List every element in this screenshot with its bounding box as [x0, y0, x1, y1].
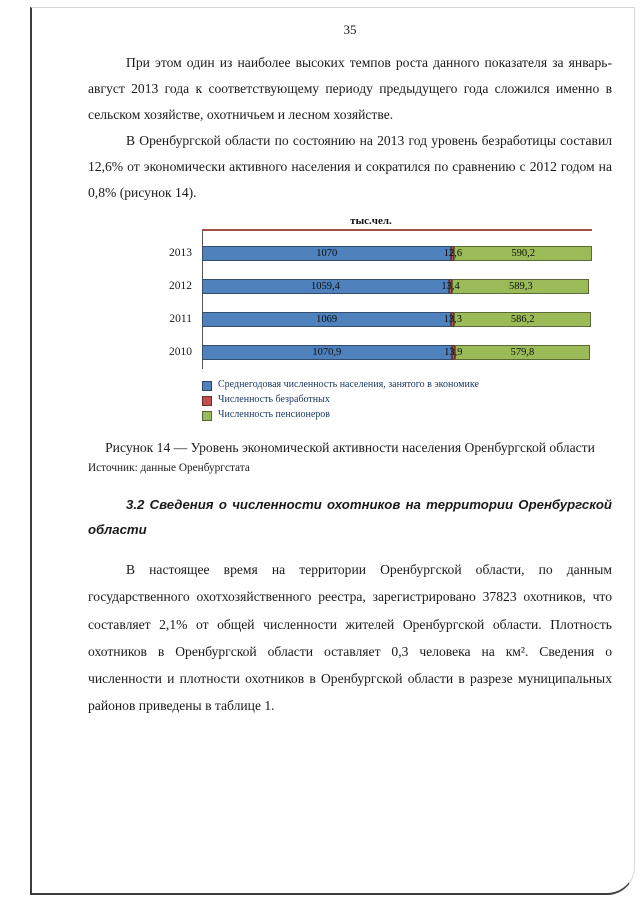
segment-value: 590,2 [511, 247, 535, 259]
legend-item: Среднегодовая численность населения, зан… [202, 379, 592, 391]
segment-value: 589,3 [508, 280, 533, 292]
legend-label: Среднегодовая численность населения, зан… [218, 378, 479, 390]
legend-swatch-employed [202, 380, 212, 391]
segment-value: 13,9 [444, 346, 463, 358]
category-label: 2010 [169, 346, 192, 359]
segment-value: 13,3 [443, 313, 462, 325]
bar-segment-pensioners: 579,8 [454, 344, 591, 360]
bar-segment-employed: 1069 [202, 311, 452, 327]
legend-item: Численность безработных [202, 394, 592, 406]
stacked-bar: 1070 12,6 590,2 [202, 245, 592, 261]
segment-value: 1070,9 [312, 346, 342, 358]
page-number: 35 [343, 22, 357, 37]
bar-segment-pensioners: 589,3 [452, 278, 590, 294]
bar-segment-employed: 1070,9 [202, 344, 452, 360]
figure-caption: Рисунок 14 — Уровень экономической актив… [105, 439, 595, 455]
segment-value: 1070 [316, 247, 338, 259]
paragraph-growth: При этом один из наиболее высоких темпов… [88, 55, 612, 123]
bar-segment-unemployed: 13,9 [444, 344, 462, 360]
bar-segment-pensioners: 590,2 [454, 245, 592, 261]
segment-value: 1059,4 [311, 280, 340, 292]
page-content: 35 При этом один из наиболее высоких тем… [88, 22, 612, 719]
bar-segment-employed: 1059,4 [202, 278, 449, 294]
category-label: 2013 [169, 247, 192, 260]
segment-value: 12,6 [443, 247, 463, 259]
figure-14-chart: тыс.чел. 2013 1070 12,6 590,2 2012 1059,4 13,4… [150, 215, 592, 421]
category-label: 2012 [169, 280, 192, 293]
chart-row: 2011 1069 13,3 586,2 [150, 303, 592, 336]
stacked-bar: 1070,9 13,9 579,8 [202, 344, 592, 360]
legend-item: Численность пенсионеров [202, 409, 592, 421]
segment-value: 13,4 [441, 280, 460, 292]
bar-segment-unemployed: 13,3 [444, 311, 462, 327]
stacked-bar: 1059,4 13,4 589,3 [202, 278, 592, 294]
chart-row: 2013 1070 12,6 590,2 [150, 237, 592, 270]
paragraph-hunters: В настоящее время на территории Оренбург… [88, 562, 612, 714]
stacked-bar: 1069 13,3 586,2 [202, 311, 592, 327]
chart-plot-area: 2013 1070 12,6 590,2 2012 1059,4 13,4 589,3 2011… [150, 230, 592, 369]
source-note: Источник: данные Оренбургстата [88, 461, 250, 474]
chart-row: 2012 1059,4 13,4 589,3 [150, 270, 592, 303]
bar-segment-unemployed: 12,6 [444, 245, 462, 261]
segment-value: 579,8 [510, 346, 535, 358]
paragraph-unemployment: В Оренбургской области по состоянию на 2… [88, 133, 612, 201]
chart-y-axis-line [202, 230, 203, 369]
legend-label: Численность пенсионеров [218, 408, 330, 420]
segment-value: 1069 [316, 313, 338, 325]
chart-title: тыс.чел. [350, 214, 392, 227]
segment-value: 586,2 [510, 313, 535, 325]
bar-segment-pensioners: 586,2 [454, 311, 591, 327]
legend-swatch-pensioners [202, 410, 212, 421]
chart-legend: Среднегодовая численность населения, зан… [202, 379, 592, 421]
legend-swatch-unemployed [202, 395, 212, 406]
bar-segment-unemployed: 13,4 [441, 278, 460, 294]
legend-label: Численность безработных [218, 393, 330, 405]
chart-top-rule [202, 228, 592, 231]
category-label: 2011 [169, 313, 192, 326]
section-heading: 3.2 Сведения о численности охотников на … [88, 496, 612, 538]
bar-segment-employed: 1070 [202, 245, 452, 261]
chart-row: 2010 1070,9 13,9 579,8 [150, 336, 592, 369]
